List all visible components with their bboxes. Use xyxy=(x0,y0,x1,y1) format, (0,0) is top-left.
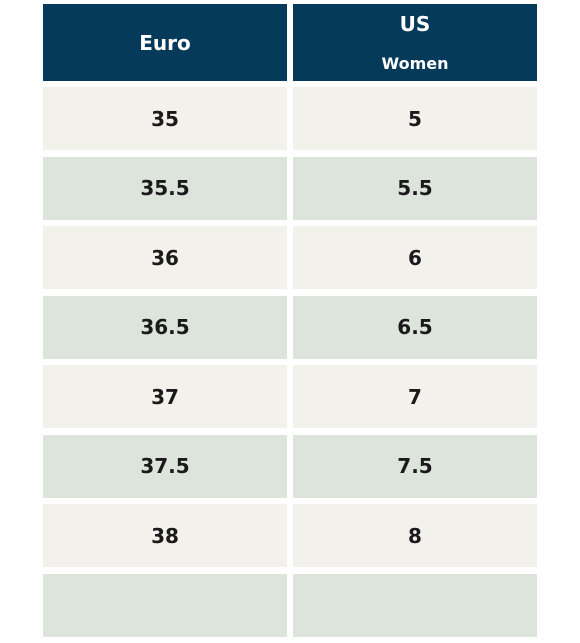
euro-size-cell xyxy=(43,573,287,637)
table-row: 37 7 xyxy=(43,365,537,428)
size-conversion-table: Euro US Women 35 5 35.5 5.5 36 6 36.5 6.… xyxy=(43,4,537,643)
table-header: Euro US Women xyxy=(43,4,537,81)
header-us-label: US xyxy=(399,12,431,36)
us-size-cell: 7 xyxy=(293,365,537,428)
table-row: 35.5 5.5 xyxy=(43,156,537,220)
us-size-cell: 6 xyxy=(293,226,537,289)
table-row: 38 8 xyxy=(43,504,537,567)
us-size-cell: 5 xyxy=(293,87,537,150)
us-size-cell: 6.5 xyxy=(293,295,537,359)
table-row: 35 5 xyxy=(43,87,537,150)
us-size-cell: 5.5 xyxy=(293,156,537,220)
euro-size-cell: 37 xyxy=(43,365,287,428)
table-body: 35 5 35.5 5.5 36 6 36.5 6.5 37 7 37.5 7.… xyxy=(43,87,537,637)
euro-size-cell: 36 xyxy=(43,226,287,289)
euro-size-cell: 38 xyxy=(43,504,287,567)
us-size-cell: 7.5 xyxy=(293,434,537,498)
euro-size-cell: 37.5 xyxy=(43,434,287,498)
table-row: 37.5 7.5 xyxy=(43,434,537,498)
table-row xyxy=(43,573,537,637)
table-row: 36.5 6.5 xyxy=(43,295,537,359)
us-size-cell: 8 xyxy=(293,504,537,567)
euro-size-cell: 36.5 xyxy=(43,295,287,359)
euro-size-cell: 35 xyxy=(43,87,287,150)
table-row: 36 6 xyxy=(43,226,537,289)
header-euro-label: Euro xyxy=(139,30,191,55)
header-us-sublabel: Women xyxy=(381,54,449,73)
us-size-cell xyxy=(293,573,537,637)
header-euro: Euro xyxy=(43,4,287,81)
header-us: US Women xyxy=(293,4,537,81)
euro-size-cell: 35.5 xyxy=(43,156,287,220)
